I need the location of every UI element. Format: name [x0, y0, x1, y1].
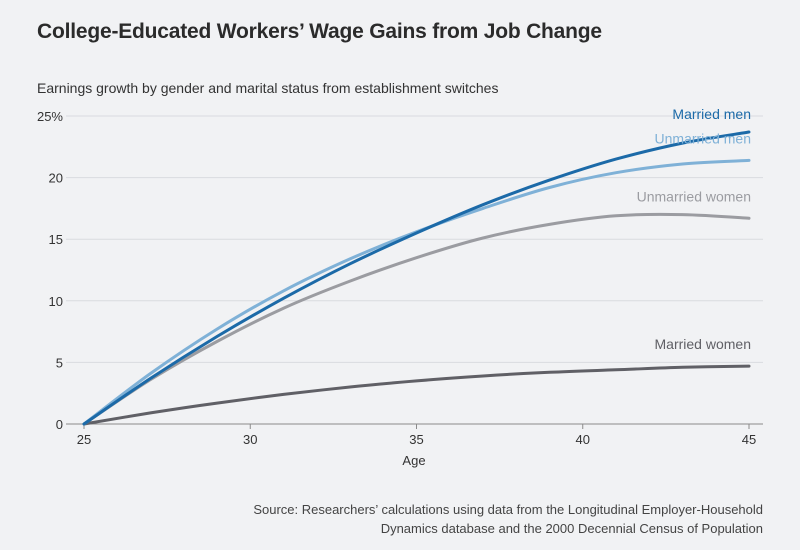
x-tick-label: 40 — [576, 432, 590, 447]
grid — [66, 115, 763, 425]
y-tick-label: 25% — [37, 109, 63, 124]
series-line-unmarried-women — [82, 212, 751, 426]
y-tick-label: 10 — [49, 294, 63, 309]
x-tick-label: 30 — [243, 432, 257, 447]
source-line-2: Dynamics database and the 2000 Decennial… — [380, 521, 763, 536]
y-axis: 0 5 10 15 20 25% — [37, 109, 63, 432]
source-note: Source: Researchers’ calculations using … — [253, 500, 763, 538]
y-tick-label: 15 — [49, 232, 63, 247]
x-tick-label: 25 — [77, 432, 91, 447]
chart-subtitle: Earnings growth by gender and marital st… — [37, 80, 499, 96]
series-labels: Married men Unmarried men Unmarried women M… — [637, 106, 751, 352]
series-line-married-men — [82, 130, 751, 426]
x-tick-label: 45 — [742, 432, 756, 447]
x-axis-label: Age — [402, 453, 425, 468]
chart-title: College-Educated Workers’ Wage Gains fro… — [37, 20, 602, 43]
x-tick-label: 35 — [409, 432, 423, 447]
series-label-married-men: Married men — [672, 106, 751, 122]
series-label-married-women: Married women — [655, 336, 751, 352]
series-label-unmarried-men: Unmarried men — [655, 130, 751, 146]
y-tick-label: 5 — [56, 355, 63, 370]
series-lines — [82, 130, 751, 426]
y-tick-label: 0 — [56, 417, 63, 432]
y-tick-label: 20 — [49, 171, 63, 186]
series-label-unmarried-women: Unmarried women — [637, 188, 751, 204]
source-line-1: Source: Researchers’ calculations using … — [253, 502, 763, 517]
series-line-married-women — [82, 364, 751, 426]
x-axis: 25 30 35 40 45 — [77, 424, 756, 447]
